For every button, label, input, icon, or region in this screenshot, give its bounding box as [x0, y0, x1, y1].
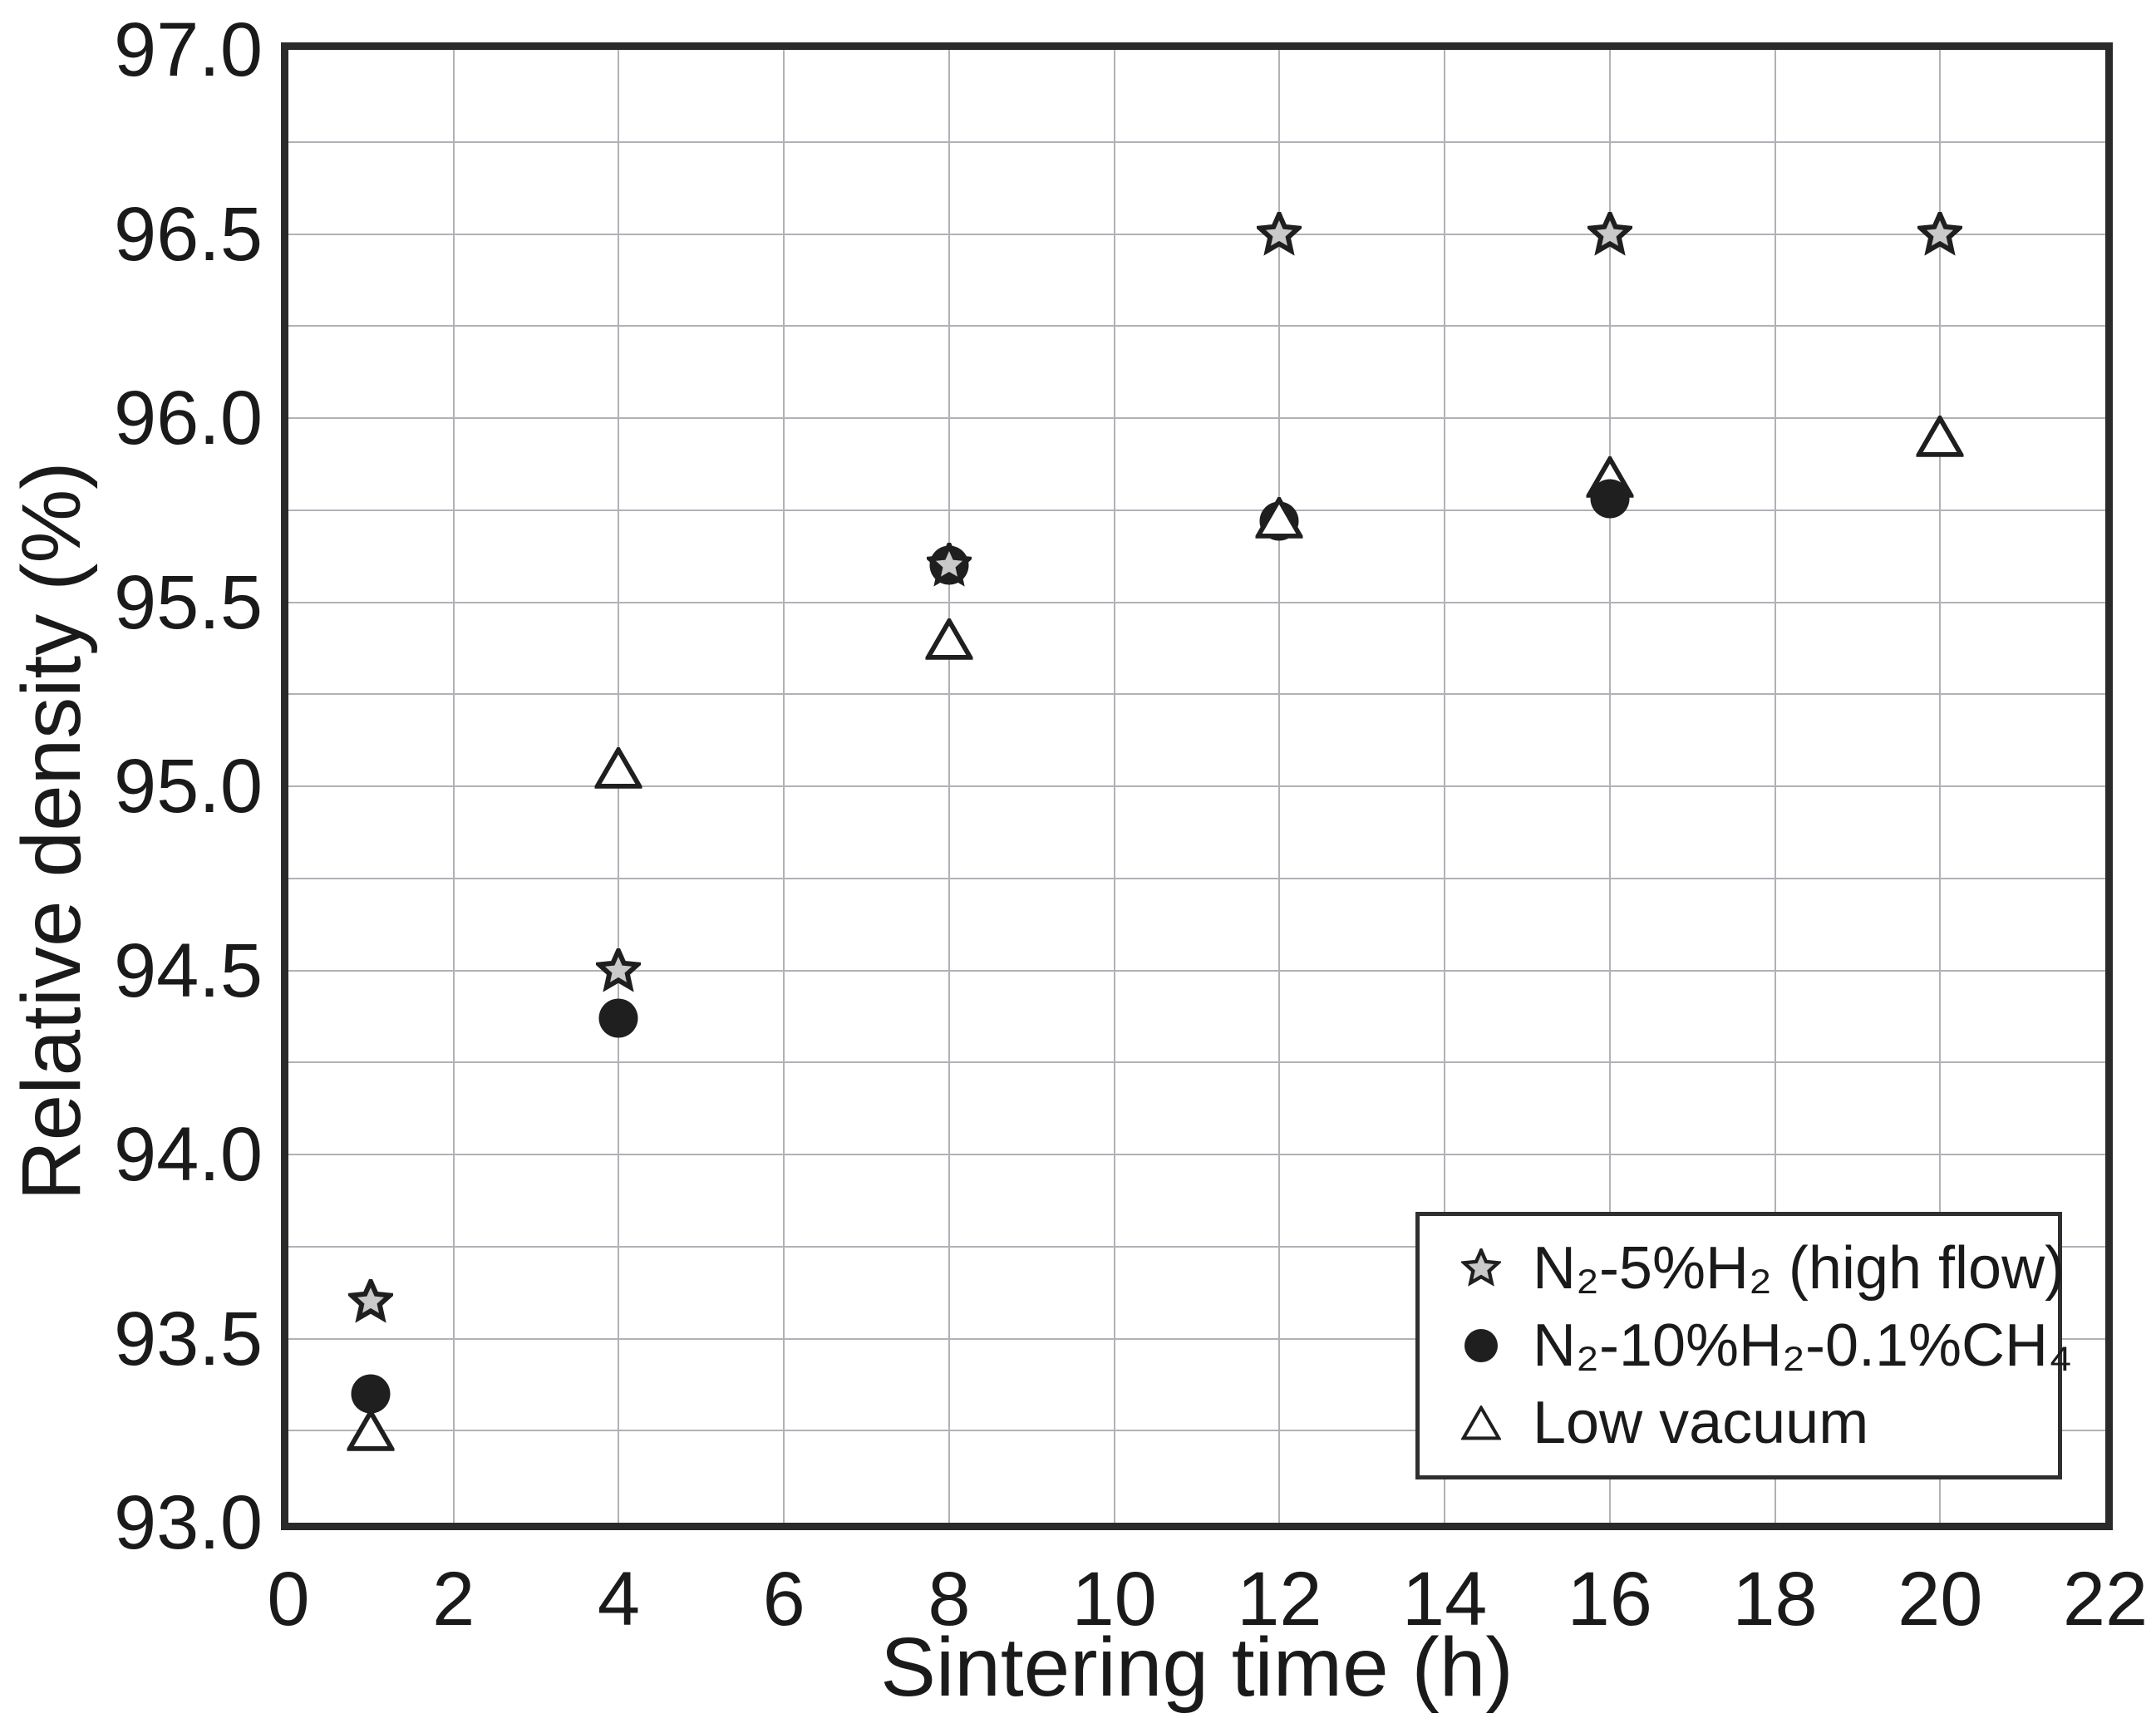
- y-tick-label: 94.0: [113, 1112, 263, 1197]
- horizontal-gridline: [288, 785, 2105, 787]
- data-point-marker: [346, 1407, 396, 1451]
- x-tick-label: 18: [1732, 1557, 1818, 1642]
- legend-item: N₂-10%H₂-0.1%CH₄: [1451, 1316, 2072, 1376]
- legend-star-marker-icon: [1451, 1248, 1511, 1288]
- horizontal-gridline: [288, 1337, 2105, 1340]
- y-tick-label: 97.0: [113, 7, 263, 92]
- y-tick-label: 95.5: [113, 559, 263, 645]
- x-axis-title: Sintering time (h): [880, 1621, 1514, 1714]
- data-point-marker: [598, 998, 638, 1038]
- horizontal-gridline: [288, 325, 2105, 327]
- x-tick-label: 2: [432, 1557, 475, 1642]
- x-tick-label: 20: [1898, 1557, 1983, 1642]
- legend-triangle-marker-icon: [1451, 1406, 1511, 1440]
- y-tick-label: 93.5: [113, 1296, 263, 1381]
- legend-label: N₂-5%H₂ (high flow): [1533, 1234, 2065, 1302]
- data-point-marker: [351, 1374, 391, 1414]
- horizontal-gridline: [288, 233, 2105, 235]
- x-tick-label: 8: [928, 1557, 971, 1642]
- data-point-marker: [1590, 479, 1630, 519]
- horizontal-gridline: [288, 969, 2105, 972]
- horizontal-gridline: [288, 417, 2105, 419]
- horizontal-gridline: [288, 1245, 2105, 1248]
- horizontal-gridline: [288, 509, 2105, 511]
- horizontal-gridline: [288, 140, 2105, 143]
- data-point-marker: [1584, 207, 1635, 257]
- y-axis-title: Relative density (%): [5, 461, 98, 1201]
- horizontal-gridline: [288, 693, 2105, 696]
- legend-item: N₂-5%H₂ (high flow): [1451, 1238, 2065, 1298]
- y-tick-label: 94.5: [113, 928, 263, 1013]
- y-tick-label: 93.0: [113, 1480, 263, 1565]
- legend: N₂-5%H₂ (high flow) N₂-10%H₂-0.1%CH₄ Low v…: [1415, 1212, 2072, 1479]
- x-tick-label: 16: [1567, 1557, 1652, 1642]
- plot-area: [281, 42, 2113, 1530]
- legend-label: Low vacuum: [1533, 1390, 1869, 1457]
- data-point-marker: [923, 616, 975, 660]
- horizontal-gridline: [288, 601, 2105, 603]
- horizontal-gridline: [288, 1061, 2105, 1064]
- data-point-marker: [1254, 207, 1305, 257]
- x-tick-label: 0: [267, 1557, 310, 1642]
- x-tick-label: 6: [762, 1557, 805, 1642]
- data-point-marker: [593, 745, 644, 789]
- data-point-marker: [1254, 494, 1305, 539]
- data-point-marker: [346, 1275, 396, 1324]
- x-tick-label: 4: [597, 1557, 641, 1642]
- y-tick-label: 96.0: [113, 376, 263, 460]
- legend-label: N₂-10%H₂-0.1%CH₄: [1533, 1312, 2073, 1379]
- data-point-marker: [1915, 207, 1966, 257]
- x-tick-label: 14: [1401, 1557, 1488, 1642]
- horizontal-gridline: [288, 1430, 2105, 1432]
- legend-item: Low vacuum: [1451, 1393, 2058, 1453]
- y-tick-label: 96.5: [113, 191, 263, 277]
- horizontal-gridline: [288, 1154, 2105, 1155]
- y-tick-label: 95.0: [113, 744, 263, 829]
- horizontal-gridline: [288, 877, 2105, 879]
- legend-circle-marker-icon: [1451, 1328, 1511, 1362]
- x-tick-label: 10: [1071, 1557, 1157, 1642]
- data-point-marker: [1914, 413, 1966, 457]
- data-point-marker: [593, 943, 644, 993]
- x-tick-label: 22: [2062, 1557, 2149, 1642]
- data-point-marker: [923, 539, 975, 588]
- x-tick-label: 12: [1237, 1557, 1322, 1642]
